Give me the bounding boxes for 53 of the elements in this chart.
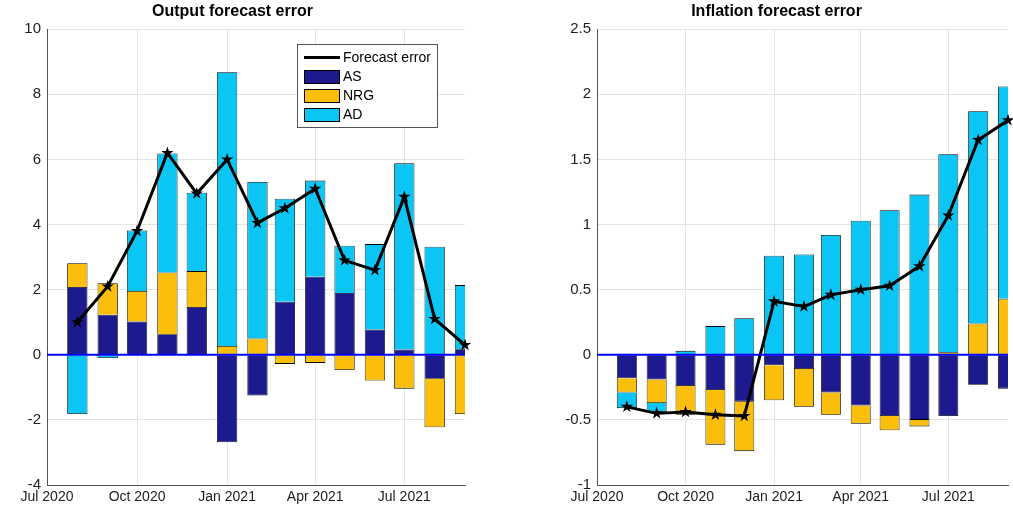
x-tick-label: Jan 2021	[745, 488, 804, 505]
point	[251, 216, 264, 229]
x-tick-label: Jan 2021	[198, 488, 257, 505]
x-tick-label: Oct 2020	[657, 488, 715, 505]
point	[130, 224, 144, 237]
y-tick-label: 0	[32, 344, 41, 362]
y-tick-label: 0.5	[570, 279, 591, 297]
x-tick-label: Jul 2020	[20, 488, 74, 505]
y-tick-label: 2	[32, 279, 41, 297]
point	[1001, 113, 1013, 126]
point	[161, 146, 174, 159]
point	[942, 208, 955, 221]
y-tick-label: 10	[24, 19, 41, 37]
chart-title: Output forecast error	[152, 2, 313, 20]
y-tick-label: 1	[582, 214, 591, 232]
y-tick-label: 6	[32, 149, 41, 167]
point	[709, 408, 722, 420]
point	[278, 201, 292, 214]
point	[71, 315, 84, 328]
x-tick-label: Jul 2020	[570, 488, 624, 505]
x-tick-label: Apr 2021	[286, 488, 344, 505]
point	[971, 133, 985, 146]
legend-label: AS	[343, 67, 362, 87]
y-tick-label: -0.5	[565, 410, 591, 428]
point	[309, 182, 322, 194]
y-tick-label: 4	[32, 214, 41, 232]
point	[738, 409, 751, 422]
point	[883, 279, 896, 292]
point	[679, 405, 692, 418]
point	[913, 259, 926, 272]
y-tick-label: 1.5	[570, 149, 591, 167]
y-tick-label: 0	[582, 344, 591, 362]
point	[190, 187, 203, 199]
x-tick-label: Jul 2021	[921, 488, 975, 505]
y-tick-label: 8	[32, 84, 41, 102]
point	[338, 253, 351, 266]
point	[220, 152, 234, 165]
y-tick-label: 2.5	[570, 19, 591, 37]
legend-label: Forecast error	[343, 48, 431, 68]
chart-title: Inflation forecast error	[691, 2, 862, 20]
point	[398, 190, 411, 203]
legend-label: AD	[343, 105, 363, 125]
point	[824, 288, 838, 301]
point	[458, 338, 472, 351]
x-tick-label: Oct 2020	[108, 488, 166, 505]
point	[428, 312, 441, 325]
y-tick-label: 2	[582, 84, 591, 102]
x-tick-label: Apr 2021	[832, 488, 890, 505]
x-tick-label: Jul 2021	[377, 488, 431, 505]
point	[101, 279, 114, 292]
y-tick-label: -2	[27, 410, 41, 428]
legend-label: NRG	[343, 86, 375, 106]
point	[767, 294, 781, 307]
